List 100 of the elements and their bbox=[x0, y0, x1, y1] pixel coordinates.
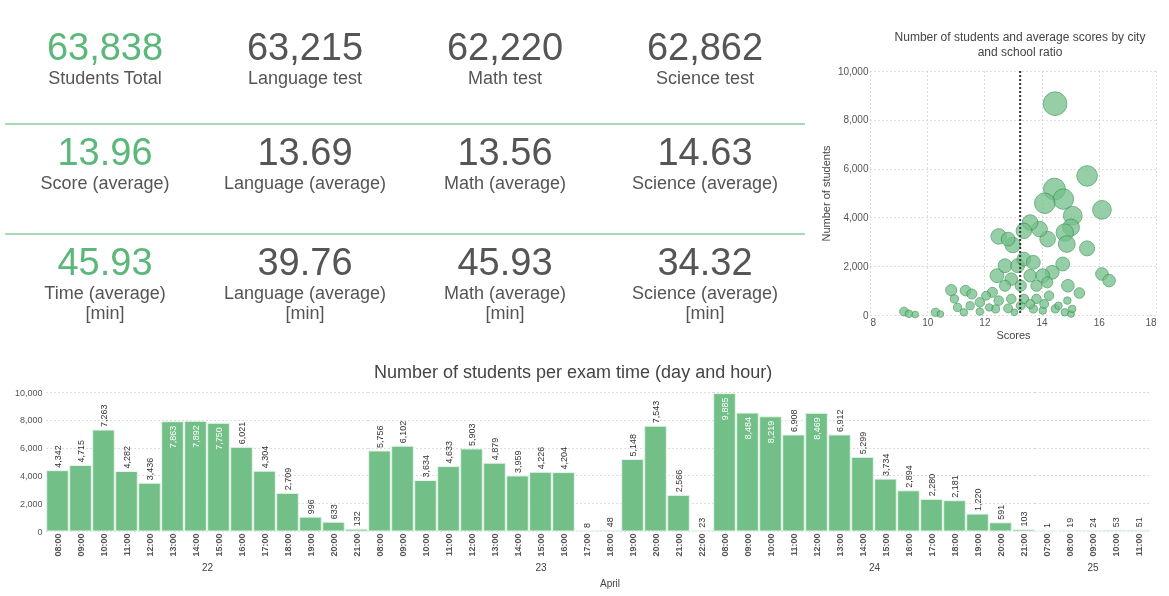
data-label: 3,634 bbox=[420, 454, 431, 478]
text: 34.32 bbox=[656, 241, 754, 283]
y-tick-label: 6,000 bbox=[19, 443, 43, 454]
x-tick-label: 10:00 bbox=[765, 533, 776, 557]
x-tick-label: 14:00 bbox=[857, 533, 868, 557]
data-label: 5,903 bbox=[466, 423, 477, 446]
chart-title: Number of students and average scores by city and school ratio bbox=[893, 30, 1147, 60]
x-tick-label: 09:00 bbox=[397, 533, 408, 557]
text: 14.63 bbox=[656, 131, 754, 173]
x-tick-label: 8 bbox=[870, 316, 877, 328]
x-tick-label: 11:00 bbox=[788, 533, 799, 557]
data-label: 7,892 bbox=[190, 425, 201, 448]
y-tick-label: 4,000 bbox=[19, 470, 43, 481]
data-label: 7,543 bbox=[650, 400, 661, 424]
x-tick-label: 19:00 bbox=[972, 533, 983, 557]
data-label: 6,102 bbox=[397, 420, 408, 444]
x-tick-label: 20:00 bbox=[995, 533, 1006, 557]
x-tick-label: 13:00 bbox=[167, 533, 178, 557]
data-label: 4,633 bbox=[443, 441, 454, 464]
x-tick-label: 12:00 bbox=[811, 533, 822, 557]
data-label: 2,894 bbox=[903, 465, 914, 488]
data-label: 3,734 bbox=[880, 453, 891, 477]
x-tick-label: 08:00 bbox=[52, 533, 63, 557]
data-label: 5,299 bbox=[857, 431, 868, 455]
x-tick-label: 21:00 bbox=[673, 533, 684, 557]
text: Science (average) [min] bbox=[630, 283, 780, 323]
text: 45.93 bbox=[456, 241, 554, 283]
data-label: 48 bbox=[604, 517, 615, 528]
data-label: 2,280 bbox=[926, 473, 937, 497]
x-tick-label: 13:00 bbox=[834, 533, 845, 557]
x-tick-label: 18:00 bbox=[949, 533, 960, 557]
y-tick-label: 8,000 bbox=[19, 415, 43, 426]
data-label: 2,709 bbox=[282, 467, 293, 491]
text: Science (average) bbox=[630, 173, 780, 193]
text: 13.56 bbox=[456, 131, 554, 173]
x-tick-label: 09:00 bbox=[1087, 533, 1098, 557]
x-tick-label: 14:00 bbox=[190, 533, 201, 557]
text: 62,862 bbox=[645, 26, 765, 68]
y-tick-label: 10,000 bbox=[837, 65, 869, 77]
data-label: 6,908 bbox=[788, 409, 799, 432]
data-label: 8 bbox=[581, 522, 592, 528]
x-tick-label: 16:00 bbox=[903, 533, 914, 557]
data-label: 1 bbox=[1041, 522, 1052, 528]
data-label: 24 bbox=[1087, 517, 1098, 528]
text: 13.69 bbox=[256, 131, 354, 173]
x-tick-label: 11:00 bbox=[121, 533, 132, 557]
x-tick-label: 16 bbox=[1093, 316, 1106, 328]
data-label: 4,342 bbox=[52, 445, 63, 468]
data-label: 1,220 bbox=[972, 488, 983, 512]
x-tick-label: 16:00 bbox=[236, 533, 247, 557]
x-tick-label: 11:00 bbox=[1133, 533, 1144, 557]
x-axis-title: 23 bbox=[535, 561, 547, 573]
x-tick-label: 10:00 bbox=[420, 533, 431, 557]
x-tick-label: 18:00 bbox=[282, 533, 293, 557]
y-tick-label: 2,000 bbox=[843, 260, 869, 272]
x-tick-label: 07:00 bbox=[1041, 533, 1052, 557]
data-label: 633 bbox=[328, 504, 339, 520]
x-tick-label: 18 bbox=[1145, 316, 1157, 328]
x-tick-label: 17:00 bbox=[926, 533, 937, 557]
data-label: 7,263 bbox=[98, 404, 109, 428]
data-label: 4,879 bbox=[489, 437, 500, 461]
text: April bbox=[600, 578, 621, 589]
x-tick-label: 18:00 bbox=[604, 533, 615, 557]
x-axis-title: Scores bbox=[996, 328, 1032, 341]
text: Language (average) bbox=[222, 173, 388, 193]
x-axis-title: 24 bbox=[868, 561, 881, 573]
x-tick-label: 09:00 bbox=[75, 533, 86, 557]
y-tick-label: 4,000 bbox=[843, 211, 869, 223]
y-tick-label: 2,000 bbox=[19, 498, 43, 509]
x-tick-label: 20:00 bbox=[328, 533, 339, 557]
text: 39.76 bbox=[256, 241, 354, 283]
x-tick-label: 11:00 bbox=[443, 533, 454, 557]
x-tick-label: 13:00 bbox=[489, 533, 500, 557]
data-label: 6,021 bbox=[236, 421, 247, 445]
data-label: 8,484 bbox=[742, 417, 753, 440]
text: Science test bbox=[654, 68, 756, 88]
data-label: 996 bbox=[305, 499, 316, 515]
data-label: 4,204 bbox=[558, 447, 569, 470]
data-label: 51 bbox=[1133, 517, 1144, 528]
data-label: 4,304 bbox=[259, 445, 270, 469]
data-label: 4,282 bbox=[121, 445, 132, 469]
x-tick-label: 12:00 bbox=[466, 533, 477, 557]
x-tick-label: 20:00 bbox=[650, 533, 661, 557]
data-label: 7,750 bbox=[213, 427, 224, 450]
text: Math (average) bbox=[442, 173, 568, 193]
x-tick-label: 08:00 bbox=[374, 533, 385, 557]
y-tick-label: 0 bbox=[862, 309, 869, 321]
y-tick-label: 10,000 bbox=[14, 387, 43, 398]
x-tick-label: 10 bbox=[922, 316, 934, 328]
text: Score (average) bbox=[39, 173, 171, 193]
x-tick-label: 15:00 bbox=[535, 533, 546, 557]
text: Time (average) [min] bbox=[43, 283, 167, 323]
text: 63,838 bbox=[45, 26, 165, 68]
text: Students Total bbox=[47, 68, 163, 88]
y-tick-label: 8,000 bbox=[843, 114, 869, 126]
data-label: 591 bbox=[995, 504, 1006, 520]
y-axis-title: Number of students bbox=[819, 145, 832, 242]
x-tick-label: 08:00 bbox=[719, 533, 730, 557]
x-tick-label: 15:00 bbox=[213, 533, 224, 557]
data-label: 7,863 bbox=[167, 425, 178, 449]
